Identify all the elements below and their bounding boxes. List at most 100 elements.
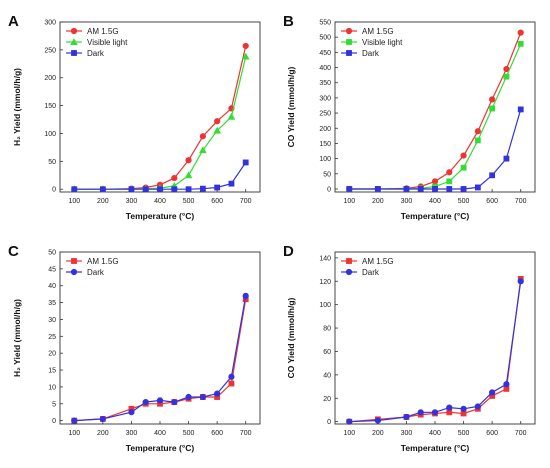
panel-d: D 100 200 300 400 500 600 700 0 20 40 60 80 100 120 140…	[283, 243, 536, 453]
legend-marker	[346, 50, 352, 56]
series-dark	[71, 159, 249, 193]
data-point	[185, 157, 192, 164]
legend-marker	[70, 38, 78, 45]
data-point	[432, 186, 438, 192]
y-tick-label: 350	[319, 80, 331, 87]
series-am-1-5g	[346, 276, 524, 425]
legend-entry: Dark	[87, 49, 105, 58]
x-tick-label: 300	[401, 198, 413, 205]
data-point	[214, 390, 221, 397]
data-point	[489, 172, 496, 179]
data-point	[403, 413, 410, 421]
panel-letter: B	[283, 13, 294, 30]
data-point	[228, 380, 235, 387]
y-tick-label: 150	[44, 103, 56, 110]
data-point	[374, 186, 381, 192]
data-point	[474, 403, 481, 410]
series-line	[349, 278, 522, 423]
y-tick-label: 100	[44, 131, 56, 138]
data-point	[446, 186, 453, 192]
data-point	[171, 174, 178, 182]
x-tick-label: 200	[97, 198, 109, 205]
panel-a: A 100 200 300 400 500 600 700 0 50 100 150 200 250 300…	[8, 13, 261, 221]
y-tick-label: 20	[323, 396, 331, 403]
y-tick-label: 0	[52, 418, 56, 425]
data-point	[517, 40, 524, 47]
data-point	[346, 186, 353, 192]
legend-entry: Visible light	[362, 38, 403, 47]
data-point	[431, 178, 439, 185]
data-point	[346, 418, 353, 425]
legend-entry: AM 1.5G	[87, 27, 119, 36]
y-tick-label: 20	[48, 351, 56, 358]
data-point	[228, 373, 235, 380]
x-tick-label: 500	[458, 198, 470, 205]
y-tick-label: 100	[319, 156, 331, 163]
x-axis-title: Temperature (°C)	[126, 443, 195, 453]
x-tick-label: 400	[429, 198, 441, 205]
x-tick-label: 300	[401, 430, 413, 437]
data-point	[214, 118, 221, 125]
y-tick-label: 200	[44, 75, 56, 82]
x-tick-label: 100	[343, 198, 355, 205]
data-point	[242, 292, 249, 299]
x-tick-label: 400	[154, 430, 166, 437]
legend-marker	[346, 39, 352, 45]
series-am-1-5g	[71, 296, 249, 424]
x-tick-label: 500	[183, 198, 195, 205]
panel-b: B 100 200 300 400 500 600 700 0 50 100 150 200 250 300…	[283, 13, 536, 221]
series-line	[349, 281, 522, 423]
data-point	[517, 278, 524, 285]
legend-marker	[71, 258, 77, 264]
panel-letter: C	[8, 243, 19, 260]
x-tick-label: 500	[458, 430, 470, 437]
x-tick-label: 600	[211, 198, 223, 205]
data-point	[517, 106, 524, 113]
panel-c: C 100 200 300 400 500 600 700 0 5 10 15 20 25 30 35 40 45…	[8, 243, 261, 453]
legend: AM 1.5G Dark	[341, 257, 394, 277]
y-tick-label: 250	[319, 111, 331, 118]
legend-marker	[345, 268, 353, 276]
data-point	[185, 186, 192, 193]
x-tick-label: 100	[68, 430, 80, 437]
legend-entry: AM 1.5G	[362, 27, 394, 36]
y-tick-label: 200	[319, 126, 331, 133]
y-tick-label: 100	[319, 302, 331, 309]
legend-entry: AM 1.5G	[87, 257, 119, 266]
y-axis-title: H₂ Yield (mmol/h/g)	[12, 68, 22, 146]
x-tick-label: 200	[372, 430, 384, 437]
legend: AM 1.5G Visible light Dark	[341, 27, 403, 58]
series-line	[74, 45, 247, 190]
x-tick-label: 400	[429, 430, 441, 437]
y-tick-label: 30	[48, 317, 56, 324]
legend-entry: Visible light	[87, 38, 128, 47]
x-tick-label: 100	[68, 198, 80, 205]
x-tick-label: 700	[515, 198, 527, 205]
panel-letter: A	[8, 13, 19, 30]
y-tick-label: 50	[48, 159, 56, 166]
data-point	[199, 133, 206, 140]
y-tick-label: 0	[327, 186, 331, 193]
y-tick-label: 120	[319, 279, 331, 286]
x-tick-label: 300	[126, 198, 138, 205]
data-point	[71, 417, 78, 424]
data-point	[503, 381, 510, 388]
y-axis-title: H₂ Yield (mmol/h/g)	[12, 299, 22, 377]
legend-marker	[70, 27, 78, 35]
y-tick-label: 250	[44, 47, 56, 54]
y-tick-label: 0	[327, 419, 331, 426]
data-point	[374, 417, 381, 424]
y-tick-label: 550	[319, 20, 331, 27]
y-tick-label: 300	[319, 95, 331, 102]
data-point	[128, 186, 135, 193]
x-tick-label: 500	[183, 430, 195, 437]
x-tick-label: 600	[211, 430, 223, 437]
data-point	[184, 171, 193, 179]
series-dark	[346, 278, 524, 425]
legend-entry: Dark	[362, 49, 380, 58]
data-point	[489, 105, 496, 112]
data-point	[199, 393, 206, 401]
series-dark	[346, 106, 524, 192]
